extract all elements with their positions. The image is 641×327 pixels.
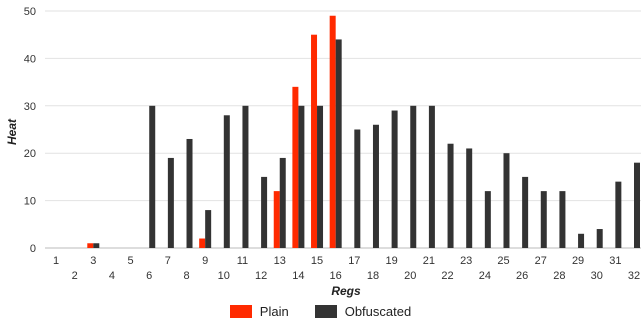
x-tick-label: 32 bbox=[628, 270, 640, 282]
x-tick-label: 8 bbox=[183, 270, 189, 282]
bar-obfuscated-18[interactable] bbox=[372, 124, 379, 248]
bar-plain-3[interactable] bbox=[87, 243, 94, 248]
x-tick-label: 27 bbox=[535, 255, 547, 267]
x-tick-label: 31 bbox=[609, 255, 621, 267]
bar-obfuscated-32[interactable] bbox=[634, 162, 640, 248]
x-tick-label: 30 bbox=[591, 270, 603, 282]
x-tick-label: 14 bbox=[292, 270, 304, 282]
bars bbox=[87, 15, 640, 249]
x-tick-label: 9 bbox=[202, 255, 208, 267]
bar-plain-13[interactable] bbox=[273, 191, 280, 248]
x-tick-label: 6 bbox=[146, 270, 152, 282]
bar-obfuscated-14[interactable] bbox=[298, 105, 305, 248]
y-tick-label: 0 bbox=[30, 243, 36, 255]
legend-swatch-plain bbox=[229, 305, 252, 318]
x-tick-label: 11 bbox=[237, 255, 248, 267]
bar-obfuscated-3[interactable] bbox=[93, 243, 100, 248]
bar-obfuscated-20[interactable] bbox=[410, 105, 417, 248]
y-tick-label: 30 bbox=[24, 101, 36, 113]
chart: 0102030405012345678910111213141516171819… bbox=[5, 6, 641, 298]
x-axis-title: Regs bbox=[331, 284, 361, 298]
bar-obfuscated-24[interactable] bbox=[484, 191, 491, 248]
bar-plain-14[interactable] bbox=[292, 86, 299, 248]
legend-item-plain[interactable]: Plain bbox=[229, 304, 289, 319]
x-tick-label: 16 bbox=[330, 270, 342, 282]
bar-obfuscated-30[interactable] bbox=[596, 229, 603, 248]
bar-obfuscated-9[interactable] bbox=[205, 210, 212, 248]
bar-obfuscated-21[interactable] bbox=[428, 105, 435, 248]
x-tick-label: 23 bbox=[460, 255, 472, 267]
bar-obfuscated-7[interactable] bbox=[167, 157, 174, 248]
legend: Plain Obfuscated bbox=[0, 304, 641, 319]
x-tick-label: 21 bbox=[423, 255, 435, 267]
gridlines bbox=[45, 10, 641, 249]
x-tick-label: 12 bbox=[255, 270, 267, 282]
x-tick-label: 7 bbox=[165, 255, 171, 267]
y-tick-label: 40 bbox=[24, 53, 36, 65]
legend-label-obfuscated: Obfuscated bbox=[344, 304, 412, 319]
x-tick-label: 19 bbox=[385, 255, 397, 267]
bar-obfuscated-23[interactable] bbox=[466, 148, 473, 248]
bar-obfuscated-28[interactable] bbox=[559, 191, 566, 248]
bar-obfuscated-16[interactable] bbox=[335, 39, 342, 248]
x-tick-label: 20 bbox=[404, 270, 416, 282]
bar-obfuscated-13[interactable] bbox=[279, 157, 286, 248]
x-tick-label: 4 bbox=[109, 270, 115, 282]
bar-plain-9[interactable] bbox=[199, 238, 206, 248]
x-tick-label: 5 bbox=[128, 255, 134, 267]
x-tick-label: 18 bbox=[367, 270, 379, 282]
legend-label-plain: Plain bbox=[259, 304, 289, 319]
x-tick-label: 10 bbox=[218, 270, 230, 282]
x-tick-label: 13 bbox=[274, 255, 286, 267]
bar-plain-16[interactable] bbox=[329, 15, 336, 248]
y-tick-label: 20 bbox=[24, 148, 36, 160]
bar-plain-15[interactable] bbox=[311, 34, 318, 249]
bar-obfuscated-17[interactable] bbox=[354, 129, 361, 249]
bar-obfuscated-29[interactable] bbox=[578, 233, 585, 248]
bar-obfuscated-31[interactable] bbox=[615, 181, 622, 248]
x-tick-label: 25 bbox=[497, 255, 509, 267]
x-tick-label: 1 bbox=[53, 255, 59, 267]
x-tick-label: 26 bbox=[516, 270, 528, 282]
x-tick-label: 29 bbox=[572, 255, 584, 267]
bar-obfuscated-22[interactable] bbox=[447, 143, 454, 248]
y-tick-label: 50 bbox=[24, 6, 36, 18]
x-tick-label: 15 bbox=[311, 255, 323, 267]
bar-obfuscated-25[interactable] bbox=[503, 153, 510, 248]
bar-obfuscated-11[interactable] bbox=[242, 105, 249, 248]
bar-obfuscated-19[interactable] bbox=[391, 110, 398, 248]
bar-obfuscated-6[interactable] bbox=[149, 105, 156, 248]
y-axis-title: Heat bbox=[5, 118, 19, 145]
bar-obfuscated-12[interactable] bbox=[261, 176, 268, 248]
bar-obfuscated-26[interactable] bbox=[522, 176, 529, 248]
x-tick-label: 22 bbox=[441, 270, 453, 282]
bar-obfuscated-10[interactable] bbox=[223, 115, 230, 248]
x-tick-label: 17 bbox=[348, 255, 360, 267]
x-tick-label: 2 bbox=[72, 270, 78, 282]
legend-swatch-obfuscated bbox=[314, 305, 337, 318]
bar-obfuscated-15[interactable] bbox=[317, 105, 324, 248]
x-tick-label: 28 bbox=[553, 270, 565, 282]
bar-obfuscated-27[interactable] bbox=[540, 191, 547, 248]
bar-obfuscated-8[interactable] bbox=[186, 138, 193, 248]
x-tick-label: 24 bbox=[479, 270, 491, 282]
x-tick-label: 3 bbox=[90, 255, 96, 267]
axis-ticks: 0102030405012345678910111213141516171819… bbox=[24, 6, 640, 282]
legend-item-obfuscated[interactable]: Obfuscated bbox=[314, 304, 412, 319]
y-tick-label: 10 bbox=[24, 196, 36, 208]
